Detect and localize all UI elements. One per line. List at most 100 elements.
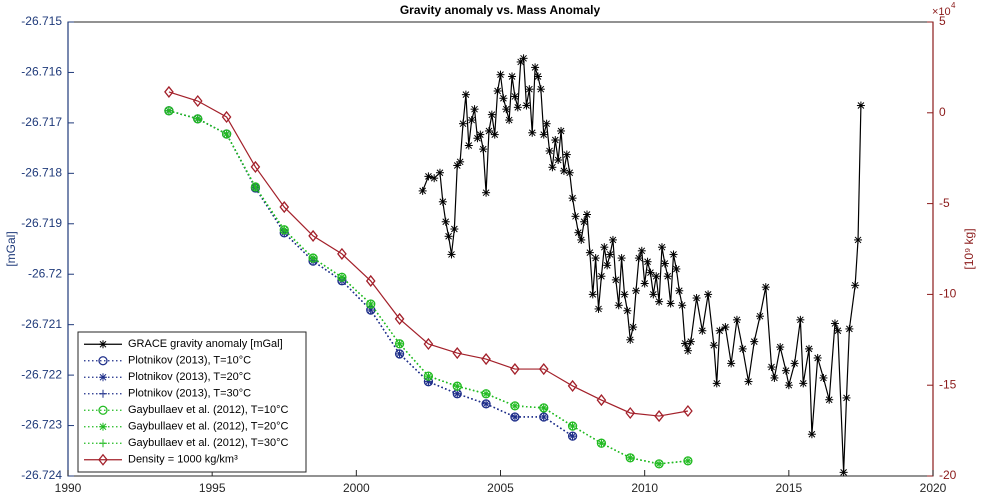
marker-stroke xyxy=(664,272,672,280)
marker-stroke xyxy=(854,236,862,244)
legend-label: Density = 1000 kg/km³ xyxy=(128,454,238,466)
data-point xyxy=(395,349,404,358)
marker-stroke xyxy=(687,338,695,345)
marker-stroke xyxy=(508,73,516,80)
marker-shape xyxy=(279,201,290,214)
marker-stroke xyxy=(511,93,519,100)
marker-stroke xyxy=(494,87,501,95)
marker-stroke xyxy=(425,173,432,180)
data-point xyxy=(632,286,641,295)
data-point xyxy=(614,301,623,310)
marker-stroke xyxy=(595,305,602,313)
marker-stroke xyxy=(600,243,608,251)
legend-label: Gaybullaev et al. (2012), T=30°C xyxy=(128,437,288,449)
y-tick-label: -26.715 xyxy=(21,14,62,28)
data-point xyxy=(496,70,505,79)
data-point xyxy=(438,197,447,206)
data-point xyxy=(594,304,603,313)
data-point xyxy=(533,72,542,81)
data-point xyxy=(308,229,318,242)
marker-shape xyxy=(164,85,174,98)
marker-shape xyxy=(308,229,318,242)
data-point xyxy=(450,225,459,234)
marker-stroke xyxy=(667,300,674,307)
legend-marker xyxy=(99,439,107,448)
data-point xyxy=(805,344,814,353)
marker-stroke xyxy=(843,394,850,402)
data-point xyxy=(663,272,672,281)
marker-shape xyxy=(394,312,405,325)
marker-stroke xyxy=(468,116,476,124)
data-point xyxy=(510,401,519,410)
x-tick-label: 2010 xyxy=(631,481,658,495)
marker-stroke xyxy=(722,323,729,331)
marker-stroke xyxy=(820,374,827,382)
data-point xyxy=(721,323,730,332)
marker-stroke xyxy=(456,158,464,166)
marker-stroke xyxy=(488,111,496,118)
marker-stroke xyxy=(445,232,452,240)
data-point xyxy=(767,363,776,372)
data-point xyxy=(807,430,816,439)
data-point xyxy=(625,406,636,420)
data-point xyxy=(580,217,589,226)
data-point xyxy=(597,272,606,281)
data-point xyxy=(554,156,563,165)
data-point xyxy=(424,172,433,181)
legend-marker xyxy=(98,405,108,415)
y-tick-label: -26.72 xyxy=(28,266,62,280)
marker-stroke xyxy=(543,120,550,128)
marker-stroke xyxy=(750,338,758,345)
marker-stroke xyxy=(716,327,723,335)
data-point xyxy=(222,129,231,138)
data-point xyxy=(669,250,678,259)
data-point xyxy=(603,261,612,270)
data-point xyxy=(484,126,493,135)
marker-stroke xyxy=(554,156,562,164)
data-point xyxy=(482,389,491,398)
data-point xyxy=(643,257,652,266)
data-point xyxy=(418,186,427,195)
y2-tick-label: -20 xyxy=(939,468,957,482)
x-tick-label: 2000 xyxy=(343,481,370,495)
data-point xyxy=(845,324,854,333)
data-point xyxy=(192,94,203,108)
data-point xyxy=(683,404,693,418)
data-point xyxy=(545,146,554,155)
legend-marker xyxy=(98,453,108,466)
data-point xyxy=(698,326,707,335)
y-tick-label: -26.722 xyxy=(21,367,62,381)
marker-stroke xyxy=(592,254,600,262)
data-point xyxy=(567,379,578,392)
legend-label: Plotnikov (2013), T=30°C xyxy=(128,388,251,400)
data-point xyxy=(750,337,759,346)
data-point xyxy=(251,182,260,191)
data-point xyxy=(626,335,635,344)
data-point xyxy=(781,366,790,375)
data-point xyxy=(562,150,571,159)
data-point xyxy=(435,168,444,177)
marker-stroke xyxy=(517,58,525,66)
data-point xyxy=(856,101,865,110)
legend-label: Plotnikov (2013), T=20°C xyxy=(128,371,251,383)
marker-stroke xyxy=(549,163,556,171)
y-tick-label: -26.721 xyxy=(21,317,62,331)
marker-stroke xyxy=(684,347,692,355)
marker-stroke xyxy=(612,276,620,284)
y-axis-label: [mGal] xyxy=(4,231,18,266)
data-point xyxy=(683,346,692,355)
legend-marker xyxy=(99,373,107,382)
marker-stroke xyxy=(577,236,585,244)
data-point xyxy=(796,315,805,324)
data-point xyxy=(571,212,580,221)
marker-stroke xyxy=(525,85,533,93)
marker-stroke xyxy=(459,120,467,128)
data-point xyxy=(600,243,609,252)
y2-tick-label: -5 xyxy=(939,196,950,210)
data-point xyxy=(476,130,485,139)
data-point xyxy=(825,395,834,404)
marker-stroke xyxy=(419,187,427,195)
marker-shape xyxy=(596,394,607,407)
marker-stroke xyxy=(768,363,775,371)
data-point xyxy=(637,246,646,255)
